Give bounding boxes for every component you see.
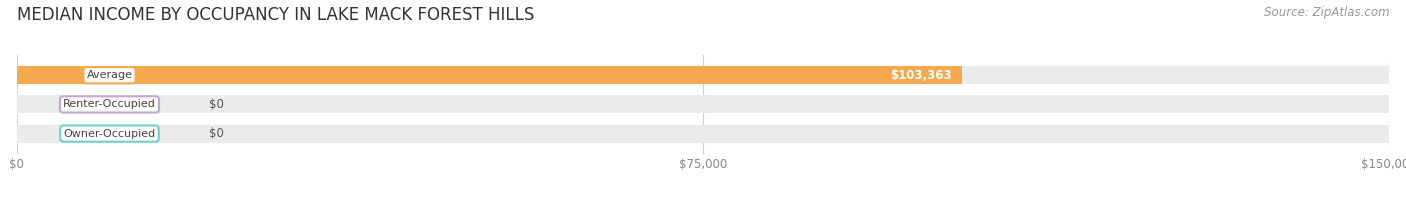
Bar <box>17 66 1389 84</box>
Text: Renter-Occupied: Renter-Occupied <box>63 99 156 109</box>
Text: $0: $0 <box>209 98 224 111</box>
Text: $0: $0 <box>209 127 224 140</box>
Bar <box>17 66 963 84</box>
Text: $103,363: $103,363 <box>890 69 952 82</box>
Text: Owner-Occupied: Owner-Occupied <box>63 129 156 138</box>
Bar <box>17 125 1389 143</box>
Bar <box>17 95 1389 113</box>
Text: Average: Average <box>87 70 132 80</box>
Text: Source: ZipAtlas.com: Source: ZipAtlas.com <box>1264 6 1389 19</box>
Text: MEDIAN INCOME BY OCCUPANCY IN LAKE MACK FOREST HILLS: MEDIAN INCOME BY OCCUPANCY IN LAKE MACK … <box>17 6 534 24</box>
